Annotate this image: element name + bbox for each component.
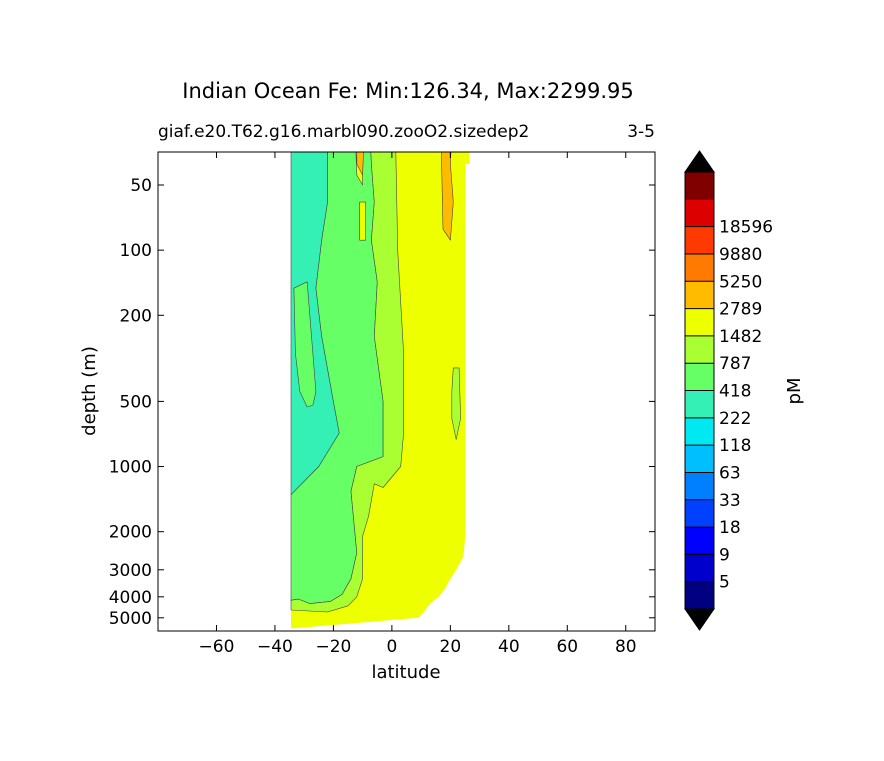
- colorbar-extend-bottom: [684, 608, 715, 631]
- x-axis: −60 −40 −20 0 20 40 60 80: [199, 152, 637, 657]
- colorbar-level-label: 9880: [719, 245, 762, 265]
- colorbar-level-label: 418: [719, 382, 751, 402]
- colorbar-level-label: 5: [719, 573, 730, 593]
- colorbar-segment: [685, 554, 714, 583]
- colorbar-segment: [685, 417, 714, 446]
- colorbar-segment: [685, 390, 714, 419]
- colorbar-level-label: 222: [719, 409, 751, 429]
- contour-region-patch-787-1482-b: [359, 201, 366, 241]
- contour-region-patch-1482-2789-b: [441, 152, 454, 241]
- x-tick-label: −20: [315, 637, 351, 657]
- colorbar-frame: [684, 171, 715, 610]
- ocean-field-strip: [465, 152, 470, 164]
- colorbar-level-label: 118: [719, 436, 751, 456]
- y-tick-label: 5000: [109, 609, 152, 629]
- colorbar-segment: [685, 308, 714, 337]
- colorbar-extend-top: [684, 150, 715, 173]
- x-tick-label: 80: [615, 637, 637, 657]
- colorbar-level-label: 2789: [719, 300, 762, 320]
- x-tick-label: 40: [498, 637, 520, 657]
- colorbar-level-label: 9: [719, 545, 730, 565]
- y-tick-label: 4000: [109, 588, 152, 608]
- colorbar-segment: [685, 199, 714, 228]
- colorbar-segment: [685, 172, 714, 200]
- colorbar-segment: [685, 445, 714, 473]
- colorbar-segment: [685, 527, 714, 555]
- colorbar-level-label: 787: [719, 354, 751, 374]
- x-tick-label: −60: [199, 637, 235, 657]
- colorbar: 5 9 18 33 63 118 222 418 787 1482 2789 5250 9880 1859…: [684, 150, 773, 631]
- colorbar-segment: [685, 335, 714, 364]
- colorbar-segment: [685, 253, 714, 282]
- colorbar-level-label: 18596: [719, 218, 773, 238]
- colorbar-level-label: 63: [719, 463, 741, 483]
- colorbar-segment: [685, 226, 714, 255]
- colorbar-label: pM: [784, 378, 805, 405]
- chart-subtitle-left: giaf.e20.T62.g16.marbl090.zooO2.sizedep2: [158, 122, 529, 142]
- chart-title: Indian Ocean Fe: Min:126.34, Max:2299.95: [182, 79, 633, 103]
- colorbar-level-label: 1482: [719, 327, 762, 347]
- y-tick-label: 3000: [109, 561, 152, 581]
- chart-subtitle-right: 3-5: [627, 122, 655, 142]
- x-tick-label: 20: [440, 637, 462, 657]
- contour-region-patch-1482-2789-a: [356, 152, 364, 176]
- colorbar-segment: [685, 499, 714, 528]
- y-tick-label: 100: [120, 241, 152, 261]
- colorbar-level-label: 18: [719, 518, 741, 538]
- x-tick-label: −40: [257, 637, 293, 657]
- colorbar-level-label: 5250: [719, 272, 762, 292]
- contour-region-patch-418-787-b: [451, 367, 461, 440]
- y-tick-label: 50: [130, 176, 152, 196]
- x-tick-label: 60: [556, 637, 578, 657]
- y-tick-label: 200: [120, 306, 152, 326]
- colorbar-segment: [685, 581, 714, 610]
- x-tick-label: 0: [386, 637, 397, 657]
- contour-region-418-787: [290, 152, 404, 613]
- colorbar-segment: [685, 281, 714, 309]
- contour-region-222-418-patch: [293, 281, 317, 408]
- colorbar-segment: [685, 363, 714, 391]
- plot-frame: [157, 151, 656, 632]
- y-tick-label: 1000: [109, 458, 152, 478]
- y-tick-label: 2000: [109, 523, 152, 543]
- x-axis-label: latitude: [371, 662, 440, 683]
- colorbar-segment: [685, 472, 714, 501]
- colorbar-level-label: 33: [719, 491, 741, 511]
- y-axis-label: depth (m): [79, 346, 100, 436]
- y-tick-label: 500: [120, 392, 152, 412]
